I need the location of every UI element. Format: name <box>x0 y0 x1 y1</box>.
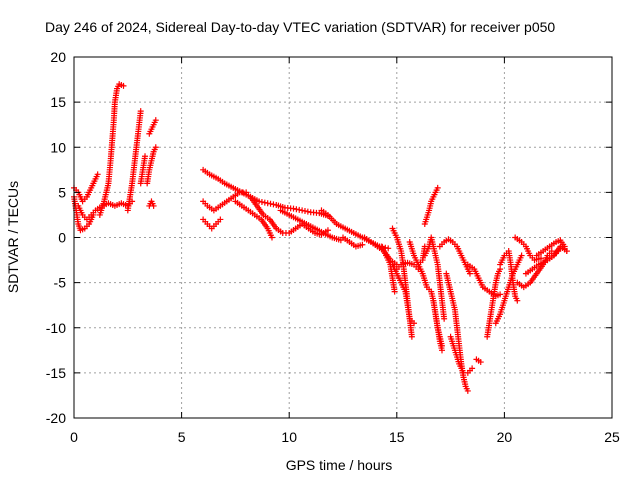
x-tick-label: 10 <box>281 429 297 445</box>
data-point <box>434 184 441 191</box>
data-point <box>258 199 265 206</box>
data-point <box>120 82 127 89</box>
y-tick-label: -10 <box>46 320 66 336</box>
data-points <box>71 81 570 394</box>
data-point <box>408 333 415 340</box>
data-point <box>514 297 521 304</box>
y-tick-label: 5 <box>58 184 66 200</box>
x-tick-label: 5 <box>178 429 186 445</box>
y-tick-label: 20 <box>50 49 66 65</box>
data-point <box>256 198 263 205</box>
data-point <box>537 255 544 262</box>
data-point <box>466 270 473 277</box>
data-point <box>243 189 250 196</box>
data-point <box>152 117 159 124</box>
data-point <box>290 205 297 212</box>
data-point <box>94 171 101 178</box>
data-point <box>137 108 144 115</box>
data-point <box>270 201 277 208</box>
data-point <box>301 208 308 215</box>
data-point <box>563 248 570 255</box>
y-tick-label: -15 <box>46 365 66 381</box>
data-point <box>548 248 555 255</box>
data-point <box>411 320 418 327</box>
y-tick-label: 15 <box>50 94 66 110</box>
data-point <box>438 347 445 354</box>
data-point <box>293 206 300 213</box>
data-point <box>152 144 159 151</box>
y-axis-label: SDTVAR / TECUs <box>5 181 21 293</box>
data-point <box>304 208 311 215</box>
data-point <box>385 245 392 252</box>
data-point <box>150 202 157 209</box>
y-tick-label: -5 <box>54 275 67 291</box>
axis-ticks: 0 5 10 15 20 25 20 15 10 5 0 -5 -10 -15 -20 <box>46 49 620 445</box>
data-point <box>217 216 224 223</box>
x-axis-label: GPS time / hours <box>286 457 393 473</box>
data-point <box>268 234 275 241</box>
data-point <box>267 200 274 207</box>
data-point <box>261 199 268 206</box>
data-point <box>441 315 448 322</box>
data-point <box>296 206 303 213</box>
x-tick-label: 25 <box>604 429 620 445</box>
data-point <box>299 207 306 214</box>
y-tick-label: 0 <box>58 230 66 246</box>
data-point <box>518 252 525 259</box>
data-point <box>477 359 484 366</box>
data-point <box>264 200 271 207</box>
data-point <box>464 387 471 394</box>
data-point <box>142 153 149 160</box>
chart-title: Day 246 of 2024, Sidereal Day-to-day VTE… <box>45 19 555 35</box>
data-point <box>497 291 504 298</box>
x-tick-label: 20 <box>497 429 513 445</box>
y-tick-label: -20 <box>46 410 66 426</box>
data-point <box>359 241 366 248</box>
x-tick-label: 0 <box>70 429 78 445</box>
data-point <box>469 365 476 372</box>
x-tick-label: 15 <box>389 429 405 445</box>
y-tick-label: 10 <box>50 139 66 155</box>
data-point <box>391 288 398 295</box>
